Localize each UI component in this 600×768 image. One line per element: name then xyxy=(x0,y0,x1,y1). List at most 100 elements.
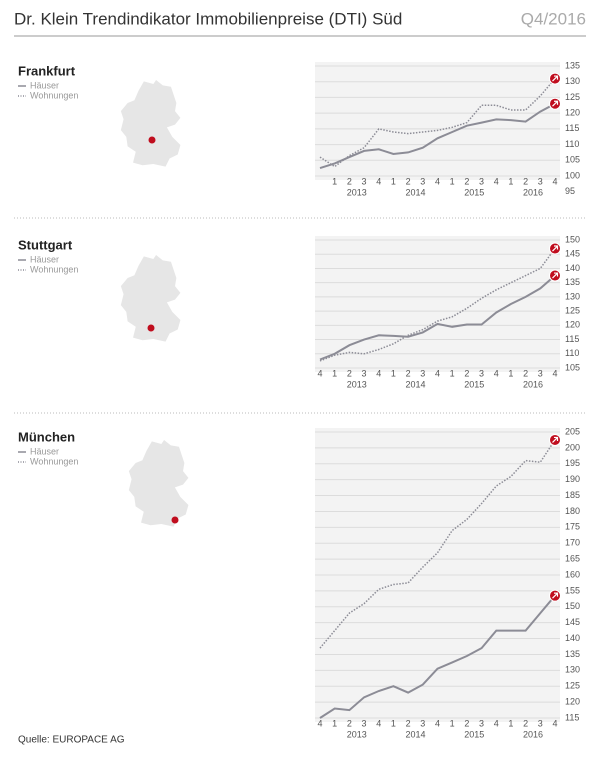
x-tick-label: 2 xyxy=(406,718,411,728)
plot-area xyxy=(315,236,560,372)
legend-label: Wohnungen xyxy=(30,90,78,100)
y-tick-label: 145 xyxy=(565,617,580,627)
x-tick-label: 1 xyxy=(450,176,455,186)
end-arrow xyxy=(552,592,559,599)
x-tick-label: 1 xyxy=(332,368,337,378)
y-tick-label: 135 xyxy=(565,60,580,70)
end-arrow xyxy=(552,100,559,107)
x-tick-label: 1 xyxy=(450,368,455,378)
series-line xyxy=(319,248,556,362)
year-label: 2016 xyxy=(523,379,543,389)
legend-label: Häuser xyxy=(30,80,59,90)
legend-label: Häuser xyxy=(30,254,59,264)
y-tick-label: 170 xyxy=(565,538,580,548)
y-tick-label: 115 xyxy=(565,123,579,133)
y-tick-label: 180 xyxy=(565,506,580,516)
x-tick-label: 2 xyxy=(406,368,411,378)
y-tick-label: 115 xyxy=(565,712,579,722)
x-tick-label: 1 xyxy=(391,718,396,728)
x-tick-label: 1 xyxy=(508,176,513,186)
y-tick-label: 115 xyxy=(565,334,579,344)
y-tick-label: 130 xyxy=(565,665,580,675)
legend-label: Wohnungen xyxy=(30,456,78,466)
x-tick-label: 2 xyxy=(347,176,352,186)
year-label: 2014 xyxy=(405,729,425,739)
x-tick-label: 3 xyxy=(420,718,425,728)
city-dot xyxy=(148,136,156,144)
y-tick-label: 190 xyxy=(565,474,580,484)
y-tick-label: 200 xyxy=(565,442,580,452)
x-tick-label: 4 xyxy=(494,368,499,378)
x-tick-label: 4 xyxy=(376,368,381,378)
x-tick-label: 3 xyxy=(420,176,425,186)
panel-title: Stuttgart xyxy=(18,237,73,252)
x-tick-label: 3 xyxy=(479,718,484,728)
y-tick-label: 125 xyxy=(565,681,580,691)
x-tick-label: 2 xyxy=(464,718,469,728)
y-tick-label: 140 xyxy=(565,633,580,643)
year-label: 2013 xyxy=(347,729,367,739)
y-tick-label: 175 xyxy=(565,522,580,532)
year-label: 2014 xyxy=(405,187,425,197)
y-tick-label: 110 xyxy=(565,348,579,358)
x-tick-label: 3 xyxy=(479,368,484,378)
year-label: 2013 xyxy=(347,187,367,197)
city-dot xyxy=(171,516,179,524)
x-tick-label: 4 xyxy=(317,718,322,728)
x-tick-label: 3 xyxy=(538,368,543,378)
x-tick-label: 3 xyxy=(538,718,543,728)
y-tick-label: 165 xyxy=(565,553,580,563)
x-tick-label: 4 xyxy=(552,368,557,378)
x-tick-label: 3 xyxy=(362,368,367,378)
year-label: 2015 xyxy=(464,729,484,739)
x-tick-label: 4 xyxy=(317,368,322,378)
series-line xyxy=(319,439,556,649)
y-tick-label: 120 xyxy=(565,320,580,330)
year-label: 2015 xyxy=(464,379,484,389)
legend-label: Häuser xyxy=(30,446,59,456)
x-tick-label: 3 xyxy=(538,176,543,186)
map xyxy=(128,440,189,527)
x-tick-label: 3 xyxy=(479,176,484,186)
year-label: 2014 xyxy=(405,379,425,389)
series-line xyxy=(319,274,556,361)
series-line xyxy=(319,78,556,168)
y-tick-label: 125 xyxy=(565,92,580,102)
y-tick-label: 155 xyxy=(565,585,580,595)
y-tick-label: 135 xyxy=(565,649,580,659)
end-arrow xyxy=(552,436,559,443)
end-arrow xyxy=(552,272,559,279)
x-tick-label: 1 xyxy=(508,718,513,728)
y-tick-label: 145 xyxy=(565,249,580,259)
y-tick-label: 120 xyxy=(565,696,580,706)
y-tick-label: 130 xyxy=(565,291,580,301)
x-tick-label: 2 xyxy=(347,718,352,728)
year-label: 2016 xyxy=(523,729,543,739)
y-tick-label: 195 xyxy=(565,458,580,468)
x-tick-label: 1 xyxy=(391,368,396,378)
end-arrow xyxy=(552,245,559,252)
period: Q4/2016 xyxy=(521,9,586,28)
x-tick-label: 2 xyxy=(523,176,528,186)
x-tick-label: 2 xyxy=(464,368,469,378)
x-tick-label: 2 xyxy=(523,368,528,378)
y-tick-label: 125 xyxy=(565,305,580,315)
year-label: 2015 xyxy=(464,187,484,197)
page-title: Dr. Klein Trendindikator Immobilienpreis… xyxy=(14,9,402,28)
x-tick-label: 4 xyxy=(435,718,440,728)
x-tick-label: 4 xyxy=(552,176,557,186)
map xyxy=(120,80,181,167)
y-tick-label: 135 xyxy=(565,277,580,287)
x-tick-label: 1 xyxy=(450,718,455,728)
x-tick-label: 1 xyxy=(332,176,337,186)
x-tick-label: 3 xyxy=(362,176,367,186)
x-tick-label: 3 xyxy=(420,368,425,378)
y-tick-label: 160 xyxy=(565,569,580,579)
source: Quelle: EUROPACE AG xyxy=(18,735,125,746)
end-arrow xyxy=(552,75,559,82)
x-tick-label: 4 xyxy=(376,718,381,728)
y-tick-label: 110 xyxy=(565,139,579,149)
x-tick-label: 4 xyxy=(435,368,440,378)
series-line xyxy=(319,595,556,719)
